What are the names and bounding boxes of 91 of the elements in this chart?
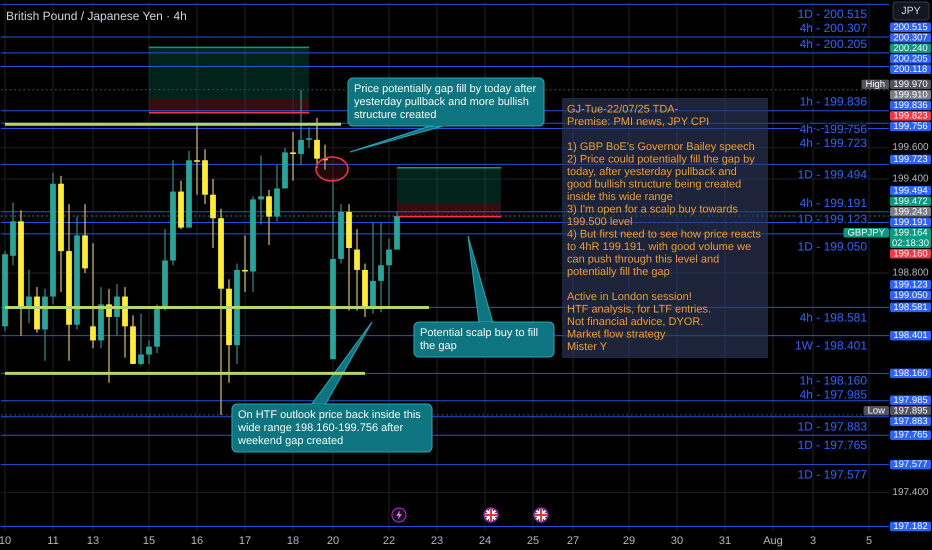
text: 197.765 xyxy=(893,430,928,441)
text: 199.756 xyxy=(893,120,928,132)
candlestick xyxy=(146,340,152,364)
ref-line-label: 1W - 198.401 xyxy=(794,338,868,353)
text: 199.494 xyxy=(893,185,928,196)
candlestick xyxy=(290,132,296,182)
text: 199.723 xyxy=(893,154,928,165)
x-tick-label: 31 xyxy=(718,535,732,547)
text: 199.243 xyxy=(893,206,928,218)
candlestick xyxy=(90,242,96,349)
candlestick xyxy=(114,284,120,336)
text: 197.895 xyxy=(893,405,928,416)
ref-line-label: High xyxy=(865,78,886,90)
annotation: Price potentially gap fill by today after yesterday pullback and more bullish structure created xyxy=(354,83,537,121)
ref-line-label: 1h - 198.160 xyxy=(800,374,868,388)
ref-line-label: 4h - 200.307 xyxy=(800,21,868,36)
ref-line-label: 4h - 200.205 xyxy=(800,36,868,51)
text: 198.401 xyxy=(893,330,928,342)
x-tick-label: 11 xyxy=(47,535,59,547)
x-tick-label: 30 xyxy=(670,535,684,547)
x-tick-label: 18 xyxy=(286,535,300,547)
ref-line-label: Low xyxy=(868,405,886,416)
ref-line-label: 1D - 199.494 xyxy=(798,167,868,182)
text: 200.240 xyxy=(893,42,928,54)
ref-line-label: 1D - 199.050 xyxy=(798,240,868,254)
text: 199.836 xyxy=(893,100,928,111)
candlestick xyxy=(298,89,304,166)
y-tick-label: 199.600 xyxy=(892,142,930,154)
text: 198.581 xyxy=(893,302,928,313)
x-tick-label: 25 xyxy=(526,535,540,547)
candlestick xyxy=(138,313,144,366)
candlestick xyxy=(242,234,248,292)
x-tick-label: Aug xyxy=(763,535,783,547)
text: 197.985 xyxy=(893,394,928,406)
candlestick xyxy=(322,144,328,170)
x-tick-label: 5 xyxy=(866,535,872,547)
text: 200.205 xyxy=(893,53,928,64)
candlestick xyxy=(194,125,200,196)
text: 02:18:30 xyxy=(892,238,929,249)
candlestick xyxy=(258,155,264,225)
text: 199.050 xyxy=(893,290,928,301)
annotation: On HTF outlook price back inside this wide range 198.160-199.756 after weekend gap created xyxy=(237,409,422,447)
ref-line-label: 1D - 197.577 xyxy=(798,468,868,482)
ref-line-label: 1D - 200.515 xyxy=(798,7,868,22)
x-tick-label: 3 xyxy=(810,535,816,547)
ref-line-label: 1D - 197.765 xyxy=(798,438,868,452)
candlestick xyxy=(210,178,216,248)
text: 199.160 xyxy=(893,248,928,260)
text: 200.118 xyxy=(894,64,928,75)
text: 198.160 xyxy=(893,368,928,379)
x-tick-label: 16 xyxy=(190,535,204,547)
y-tick-label: 197.400 xyxy=(892,486,930,498)
candlestick xyxy=(354,228,360,312)
ref-line-label: 1D - 197.883 xyxy=(798,420,868,434)
x-tick-label: 13 xyxy=(86,535,100,547)
ref-line-label: 4h - 199.191 xyxy=(800,196,868,210)
y-axis-title: JPY xyxy=(901,5,921,17)
text: 199.164 xyxy=(893,227,928,238)
candlestick xyxy=(266,190,272,246)
text: 199.823 xyxy=(893,110,928,122)
text: 197.182 xyxy=(893,521,928,532)
x-tick-label: 24 xyxy=(478,535,492,547)
ref-line-label: 4h - 197.985 xyxy=(800,388,868,402)
candlestick xyxy=(314,117,320,169)
x-tick-label: 27 xyxy=(566,535,580,547)
text: British Pound / Japanese Yen · 4h xyxy=(6,9,187,23)
ref-line-label: 4h - 198.581 xyxy=(800,310,868,324)
x-tick-label: 29 xyxy=(622,535,636,547)
ref-line-label: 4h - 199.723 xyxy=(800,136,868,150)
text: 200.307 xyxy=(893,32,928,44)
ref-line-label: 1h - 199.836 xyxy=(800,94,868,109)
y-tick-label: 198.800 xyxy=(892,268,930,279)
candlestick xyxy=(378,222,384,313)
x-tick-label: 15 xyxy=(142,535,156,547)
x-tick-label: 23 xyxy=(430,535,444,547)
y-tick-label: 199.400 xyxy=(892,174,930,185)
x-tick-label: 20 xyxy=(326,535,340,547)
x-tick-label: 22 xyxy=(382,535,396,547)
text: 199.123 xyxy=(893,279,928,290)
text: 199.472 xyxy=(893,196,928,207)
text: 197.577 xyxy=(893,459,928,470)
text: 197.883 xyxy=(893,416,928,427)
x-tick-label: 17 xyxy=(238,535,252,547)
text: 199.191 xyxy=(893,216,928,228)
candlestick xyxy=(306,126,312,148)
x-tick-label: 10 xyxy=(0,535,12,547)
text: 200.515 xyxy=(893,22,928,33)
text: 199.970 xyxy=(893,78,928,90)
annotation: Potential scalp buy to fill the gap xyxy=(420,327,538,352)
legend-label: GBPJPY xyxy=(848,227,886,238)
text: 199.910 xyxy=(893,89,928,100)
